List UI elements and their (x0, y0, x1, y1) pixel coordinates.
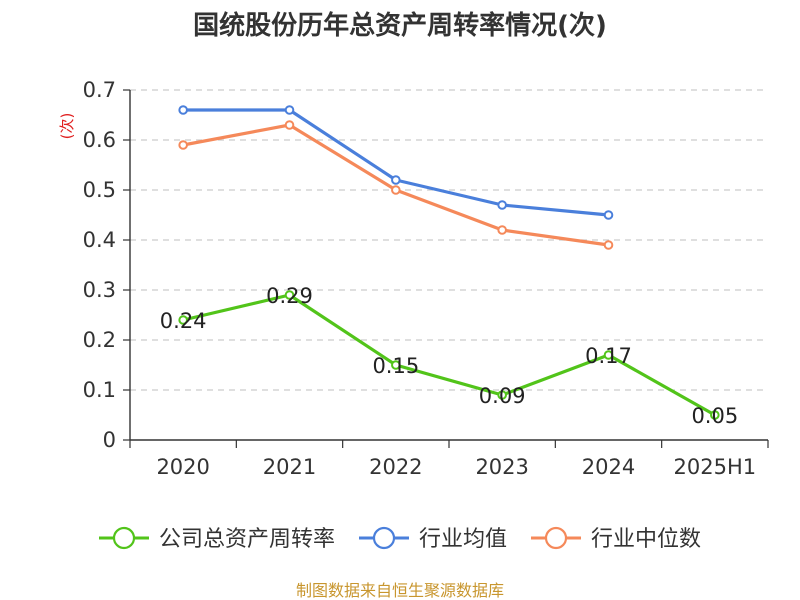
legend-swatch-marker (372, 526, 396, 550)
legend: 公司总资产周转率 行业均值 行业中位数 (99, 526, 701, 552)
data-label: 0.24 (160, 309, 207, 333)
data-label: 0.05 (691, 404, 738, 428)
x-tick-label: 2022 (369, 455, 422, 479)
data-point (391, 175, 401, 185)
data-point (391, 185, 401, 195)
legend-swatch-marker (112, 526, 136, 550)
y-tick-label: 0 (103, 428, 116, 452)
y-tick-label: 0.5 (83, 178, 116, 202)
data-point (178, 140, 188, 150)
x-tick-label: 2021 (263, 455, 316, 479)
y-tick-label: 0.1 (83, 378, 116, 402)
data-point (603, 210, 614, 220)
data-point (178, 105, 188, 115)
data-point (497, 225, 507, 235)
data-point (497, 390, 507, 400)
series-line (183, 108, 609, 217)
legend-label: 公司总资产周转率 (159, 527, 335, 552)
data-label: 0.17 (585, 344, 632, 368)
y-tick-label: 0.3 (83, 278, 116, 302)
legend-swatch-marker (544, 526, 568, 550)
x-tick-label: 2023 (475, 455, 528, 479)
x-tick-label: 2020 (156, 455, 209, 479)
y-tick-label: 0.6 (83, 128, 116, 152)
data-point (284, 290, 295, 300)
y-tick-label: 0.4 (83, 228, 116, 252)
data-point (603, 350, 614, 360)
chart-title: 国统股份历年总资产周转率情况(次) (193, 10, 607, 41)
y-tick-label: 0.2 (83, 328, 116, 352)
grid-lines (130, 89, 768, 391)
data-point (284, 105, 295, 115)
data-labels: 0.24 0.29 0.15 0.09 0.17 0.05 (160, 284, 738, 428)
data-label: 0.29 (266, 284, 313, 308)
data-point (178, 315, 188, 325)
series-lines (178, 105, 720, 420)
data-label: 0.09 (479, 384, 526, 408)
y-tick-label: 0.7 (83, 78, 116, 102)
axes: 0 0.1 0.2 0.3 0.4 0.5 0.6 0.7 2020 2021 2022 2023 20… (83, 78, 769, 479)
data-point (603, 240, 614, 250)
x-tick-label: 2024 (582, 455, 635, 479)
data-point (497, 200, 507, 210)
series-line (182, 293, 716, 417)
legend-label: 行业中位数 (591, 527, 701, 552)
legend-item[interactable]: 公司总资产周转率 (99, 526, 335, 552)
y-axis-label: (次) (58, 113, 76, 140)
source-note: 制图数据来自恒生聚源数据库 (296, 581, 504, 600)
legend-label: 行业均值 (419, 527, 507, 552)
data-label: 0.15 (372, 354, 419, 378)
series-line (182, 123, 609, 247)
data-point (710, 410, 720, 420)
data-point (391, 360, 401, 370)
data-point (284, 120, 295, 130)
legend-item[interactable]: 行业中位数 (531, 526, 701, 552)
legend-item[interactable]: 行业均值 (359, 526, 507, 552)
x-tick-label: 2025H1 (674, 455, 757, 479)
